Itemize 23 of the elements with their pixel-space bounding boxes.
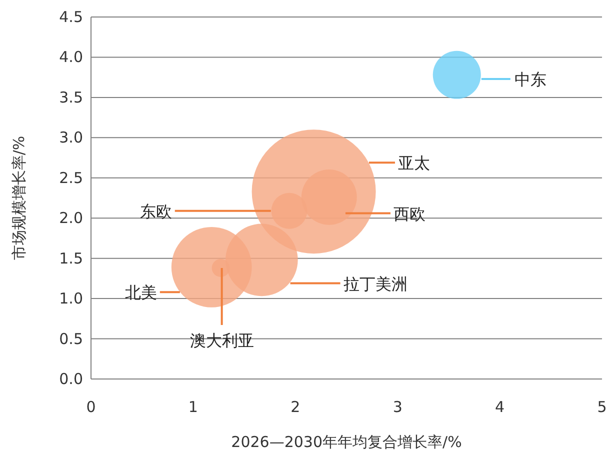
y-tick-label: 4.0 (59, 48, 83, 66)
annotation: 东欧 (140, 202, 172, 221)
annotation: 北美 (124, 283, 157, 302)
x-tick-label: 4 (495, 398, 505, 416)
y-tick-label: 0.5 (59, 330, 83, 348)
x-tick-label: 3 (392, 398, 402, 416)
y-tick-label: 2.0 (59, 209, 83, 228)
x-tick-label: 1 (188, 398, 198, 416)
x-tick-label: 5 (597, 398, 607, 416)
x-tick-label: 2 (290, 398, 300, 416)
y-tick-label: 4.5 (59, 8, 83, 26)
y-axis-title: 市场规模增长率/% (10, 136, 28, 260)
y-tick-label: 2.5 (59, 168, 83, 187)
y-tick-label: 3.5 (59, 88, 83, 106)
annotation: 中东 (514, 70, 546, 89)
y-tick-label: 0.0 (59, 370, 83, 388)
x-tick-label: 0 (86, 398, 96, 416)
y-tick-label: 3.0 (59, 128, 83, 147)
y-tick-label: 1.0 (59, 290, 83, 308)
x-axis-title: 2026—2030年年均复合增长率/% (231, 433, 462, 451)
annotation: 拉丁美洲 (343, 274, 408, 294)
y-tick-label: 1.5 (59, 249, 83, 268)
annotation: 亚太 (398, 154, 430, 173)
